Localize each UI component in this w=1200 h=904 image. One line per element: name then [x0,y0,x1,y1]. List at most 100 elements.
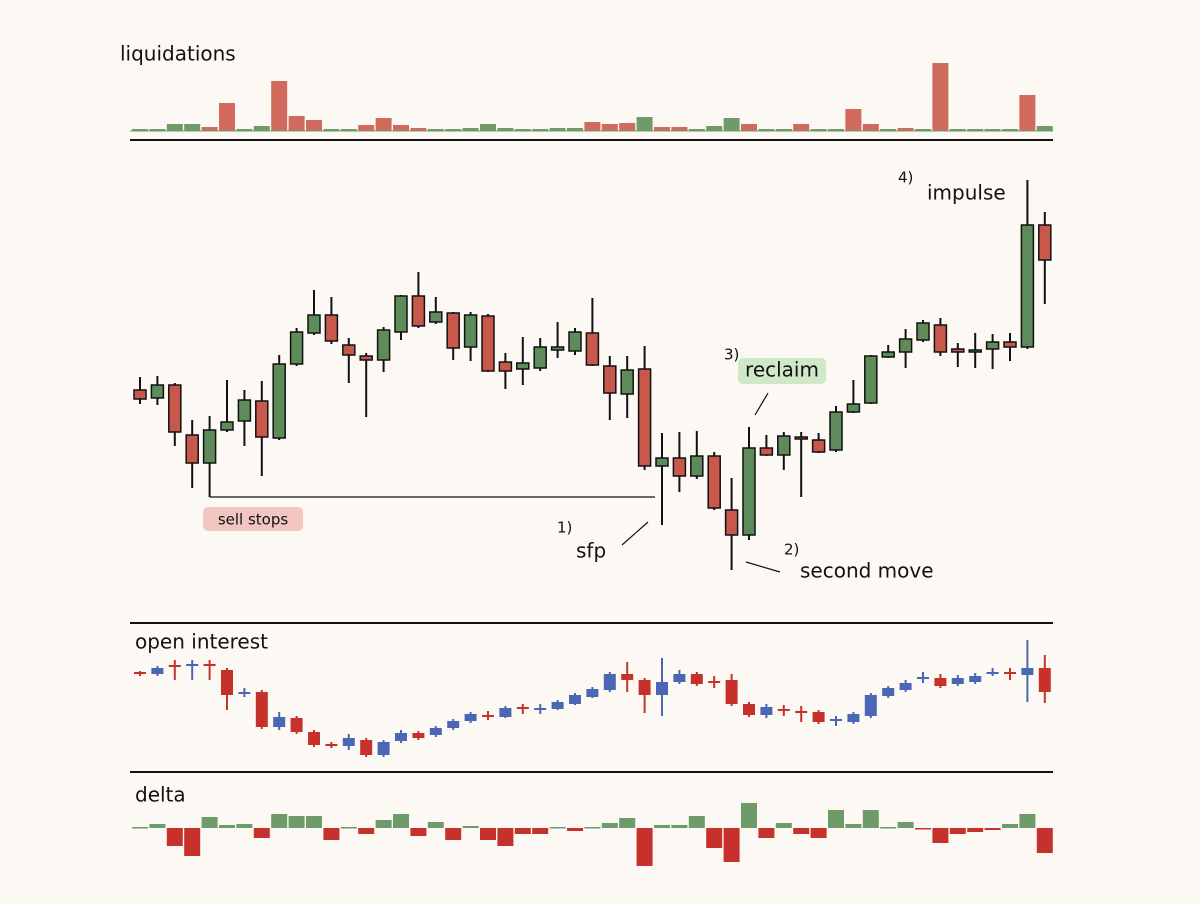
bar [375,820,392,828]
bar [358,828,375,834]
candle-body [585,332,600,366]
candle-body [830,719,842,721]
bar [880,827,897,829]
candle-body [707,455,721,509]
bar [949,828,966,834]
candle-body [150,384,165,399]
candle-body [933,324,948,353]
candle-body [1021,668,1034,675]
bar [862,810,879,828]
candle-body [342,344,356,356]
bar [549,827,566,829]
bar [671,127,688,131]
candle-body [864,355,878,404]
bar [1019,814,1036,828]
bar [1036,126,1053,131]
candle-body [377,742,390,755]
candle-body [289,331,304,365]
bar [688,816,705,828]
candle-body [290,718,303,732]
bar [201,817,218,828]
candle-body [342,738,355,746]
bar [201,127,218,131]
annotation: reclaim [745,358,819,382]
bar [358,125,375,131]
bar [1019,95,1036,131]
bar [480,828,496,840]
bar [410,128,427,131]
bar [810,828,827,838]
annotation-number: 2) [784,541,799,559]
bar [636,117,653,131]
candle-body [917,677,929,679]
candle-body [203,664,216,666]
bar [149,129,166,131]
candle-body [986,672,999,674]
bar [132,129,148,131]
bar [532,129,549,131]
candle-body [481,315,495,372]
bar [567,828,583,831]
candle-body [725,680,738,704]
bar [723,828,740,862]
bar [775,129,792,131]
bar [601,124,618,131]
candle-body [811,439,826,453]
bar [793,124,810,131]
candle-body [690,674,703,684]
bar [828,129,844,131]
bar [654,825,670,828]
bar [480,124,496,131]
candle-body [498,361,513,372]
candle-body [829,411,843,451]
bar [323,828,340,840]
panel-title: delta [135,783,186,807]
candle-body [759,447,774,456]
bar [514,129,531,131]
bar [967,129,984,131]
candle-body [186,664,199,666]
candle-body [916,322,930,341]
candle-body [690,455,704,477]
bar [410,828,427,836]
bar [271,814,288,828]
candle-body [672,457,687,477]
bar [427,129,444,131]
bar [253,828,270,838]
pointer [745,561,781,573]
candle-body [1038,668,1051,692]
annotation: impulse [927,181,1006,205]
bar [288,816,305,828]
bar [445,828,462,840]
candle-body [621,674,634,680]
candle-body [237,399,252,422]
candle-body [499,708,512,717]
candle-body [133,389,147,400]
candle-body [951,678,964,684]
candle-body [463,314,478,348]
candle-body [795,711,808,713]
candle-body [550,346,565,351]
candle-body [324,314,339,342]
candle-body [516,707,529,709]
bar [897,128,914,131]
bar [184,124,201,131]
candle-body [411,295,426,327]
bar [862,124,879,131]
bar [880,129,897,131]
bar [845,824,862,828]
candle-body [185,434,199,464]
bar [375,118,392,131]
pill [738,358,826,384]
bar [149,824,166,828]
candle-body [882,688,895,696]
annotation: second move [800,559,934,583]
bar [323,129,340,131]
bar [1002,824,1018,828]
candle-body [1020,224,1035,348]
bar [619,818,636,828]
candle-body [220,421,234,431]
candle-body [620,369,634,395]
